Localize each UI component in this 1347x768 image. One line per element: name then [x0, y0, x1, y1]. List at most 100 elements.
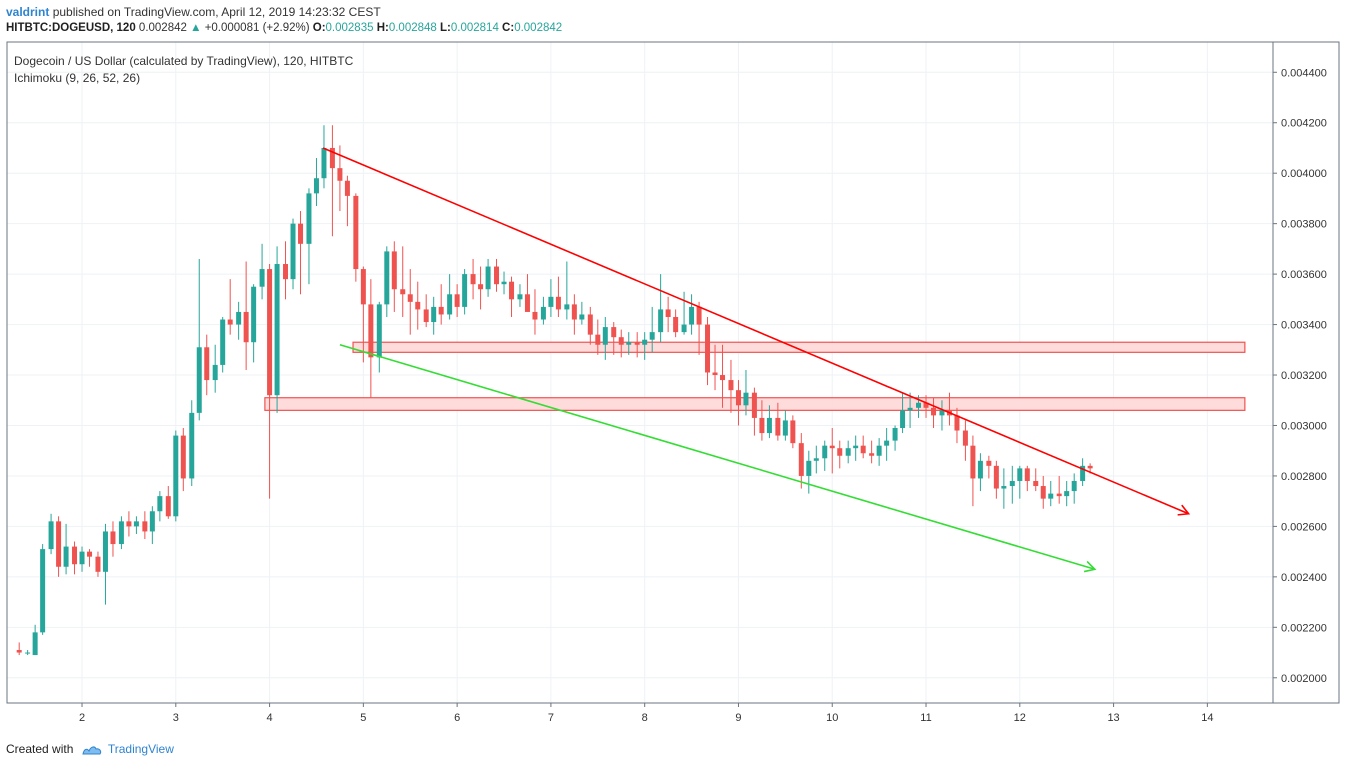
candle-up [681, 324, 687, 333]
candle-down [267, 269, 273, 396]
y-tick-label: 0.004400 [1281, 67, 1327, 79]
low-label: L: [440, 22, 451, 34]
up-arrow-icon: ▲ [190, 22, 202, 34]
y-tick-label: 0.003200 [1281, 370, 1327, 382]
candle-up [1080, 465, 1086, 481]
candle-down [494, 266, 500, 285]
candle-down [126, 521, 132, 527]
close-label: C: [502, 22, 515, 34]
candle-down [555, 296, 561, 310]
x-tick-label: 4 [267, 712, 273, 724]
candle-up [876, 445, 882, 456]
brand-link[interactable]: TradingView [107, 742, 174, 756]
candle-down [634, 342, 640, 345]
candle-down [775, 417, 781, 436]
candle-up [517, 294, 523, 300]
candles [16, 125, 1093, 656]
candle-down [142, 521, 148, 532]
candle-down [243, 311, 249, 343]
candle-up [173, 435, 179, 517]
candle-up [447, 294, 453, 315]
candle-down [728, 380, 734, 391]
candle-up [977, 460, 983, 479]
candle-up [79, 551, 85, 565]
candle-down [705, 324, 711, 373]
candle-up [431, 306, 437, 323]
candle-up [220, 319, 226, 365]
x-tick-label: 6 [454, 712, 460, 724]
candle-down [298, 223, 304, 244]
candle-down [954, 415, 960, 431]
candle-down [509, 281, 515, 300]
candle-down [759, 417, 765, 434]
candle-down [56, 521, 62, 567]
candle-down [227, 319, 233, 325]
candle-up [806, 460, 812, 476]
candle-up [376, 304, 382, 358]
candle-down [1033, 480, 1039, 487]
trend-lines [322, 147, 1191, 573]
candle-down [829, 445, 835, 449]
y-tick-label: 0.002600 [1281, 521, 1327, 533]
x-tick-label: 13 [1107, 712, 1119, 724]
footer: Created with TradingView [6, 742, 174, 757]
resistance-trend-line [322, 147, 1189, 515]
candle-down [283, 264, 289, 280]
candle-up [1048, 493, 1054, 499]
open-value: 0.002835 [325, 22, 374, 34]
resistance-zone [352, 341, 1246, 353]
candle-up [313, 178, 319, 194]
candle-up [548, 296, 554, 307]
author-name[interactable]: valdrint [6, 5, 50, 19]
candle-down [587, 314, 593, 335]
candle-up [540, 306, 546, 320]
support-trend-line-arrowhead [1083, 560, 1097, 573]
candle-down [400, 289, 406, 295]
x-tick-label: 5 [360, 712, 366, 724]
close-value: 0.002842 [514, 22, 563, 34]
candle-down [1087, 465, 1093, 469]
candle-down [95, 556, 101, 572]
candle-down [87, 551, 93, 557]
candle-up [63, 546, 69, 567]
candle-down [618, 337, 624, 345]
candle-down [611, 327, 617, 338]
price-axis[interactable]: 0.002000 0.002200 0.002400 0.002600 0.002800… [1273, 67, 1327, 685]
candle-up [1064, 491, 1070, 497]
candle-down [931, 407, 937, 416]
symbol-label: HITBTC:DOGEUSD, 120 [6, 22, 136, 34]
candle-up [845, 448, 851, 456]
chart-header: valdrint published on TradingView.com, A… [0, 0, 1347, 42]
price-change: +0.000081 (+2.92%) [204, 22, 310, 34]
candle-down [798, 443, 804, 476]
candle-up [236, 311, 242, 325]
candle-up [1001, 486, 1007, 489]
y-tick-label: 0.003000 [1281, 420, 1327, 432]
candle-up [602, 327, 608, 345]
candle-down [665, 309, 671, 317]
candle-down [673, 316, 679, 333]
time-axis[interactable]: 2 3 4 5 6 7 8 9 10 11 12 13 14 [79, 703, 1214, 724]
candle-up [133, 521, 139, 527]
candle-down [344, 180, 350, 196]
candle-up [884, 440, 890, 446]
candle-up [782, 420, 788, 436]
x-tick-label: 7 [548, 712, 554, 724]
candle-down [986, 460, 992, 466]
candle-up [626, 342, 632, 345]
candle-up [485, 266, 491, 290]
x-tick-label: 12 [1014, 712, 1026, 724]
candle-down [790, 420, 796, 444]
candle-down [368, 304, 374, 358]
last-price: 0.002842 [138, 22, 187, 34]
candle-down [1024, 468, 1030, 481]
candle-up [907, 407, 913, 411]
x-tick-label: 8 [642, 712, 648, 724]
y-tick-label: 0.003800 [1281, 219, 1327, 231]
candle-up [1017, 468, 1023, 481]
candle-up [822, 445, 828, 459]
candle-down [696, 306, 702, 325]
candle-down [869, 453, 875, 456]
candle-down [423, 309, 429, 323]
